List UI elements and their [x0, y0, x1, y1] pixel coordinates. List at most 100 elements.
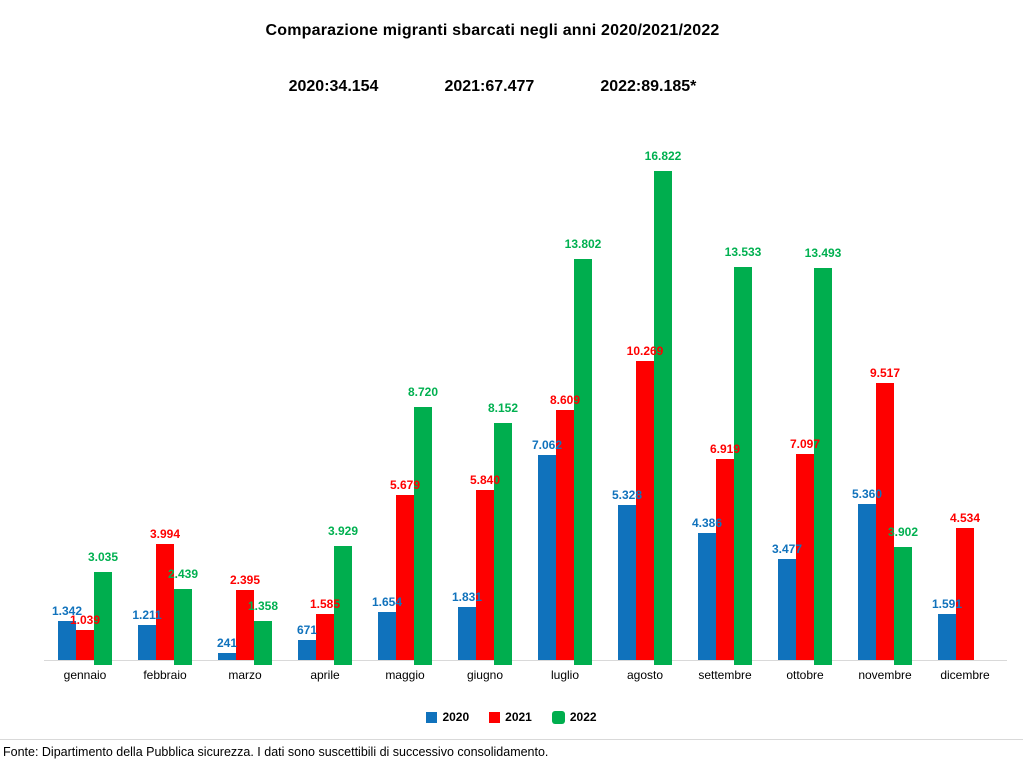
bar-value-label: 16.822	[644, 149, 682, 163]
bar-col-2020: 3.477	[772, 542, 802, 660]
bar-value-label: 241	[216, 636, 238, 650]
bar-col-2020: 1.591	[932, 597, 962, 660]
bar-2020-dicembre	[938, 614, 956, 660]
bar-col-2020: 671	[296, 623, 318, 660]
bar-value-label: 3.477	[771, 542, 803, 556]
bar-col-2021: 6.919	[710, 442, 740, 660]
bar-col-2020: 5.328	[612, 488, 642, 660]
bar-value-label: 5.679	[389, 478, 421, 492]
bar-col-2022: 2.439	[168, 567, 198, 665]
bar-2021-settembre	[716, 459, 734, 660]
bar-value-label: 5.840	[469, 473, 501, 487]
bar-value-label: 8.609	[549, 393, 581, 407]
legend-item-2022: 2022	[551, 710, 597, 724]
bar-col-2022: 8.152	[488, 401, 518, 665]
bar-2021-febbraio	[156, 544, 174, 660]
bar-col-2021: 9.517	[870, 366, 900, 660]
bar-2021-aprile	[316, 614, 334, 660]
bar-2021-gennaio	[76, 630, 94, 660]
legend-swatch-icon	[489, 711, 501, 723]
bar-col-2021: 8.609	[550, 393, 580, 660]
bar-2021-giugno	[476, 490, 494, 660]
bar-value-label: 2.395	[229, 573, 261, 587]
x-axis-label-maggio: maggio	[385, 668, 425, 682]
x-axis-labels: gennaio febbraio marzo aprile maggio giugno lu…	[45, 668, 1005, 682]
bar-col-2021: 1.585	[310, 597, 340, 660]
bar-2020-maggio	[378, 612, 396, 660]
bar-value-label: 2.439	[167, 567, 199, 581]
bar-2022-gennaio	[94, 572, 112, 665]
bar-col-2022: 3.035	[88, 550, 118, 665]
bar-2021-luglio	[556, 410, 574, 660]
bar-2022-novembre	[894, 547, 912, 665]
x-axis-label-ottobre: ottobre	[786, 668, 824, 682]
bar-value-label: 1.585	[309, 597, 341, 611]
bar-col-2021: 10.269	[627, 344, 663, 660]
x-axis-label-novembre: novembre	[858, 668, 912, 682]
bar-col-2022: 3.902	[888, 525, 918, 665]
bar-2020-febbraio	[138, 625, 156, 660]
bar-col-2021: 5.679	[390, 478, 420, 660]
bar-2022-marzo	[254, 621, 272, 665]
source-note: Fonte: Dipartimento della Pubblica sicur…	[3, 745, 549, 759]
bar-group-dicembre: 1.591 4.534	[925, 150, 1005, 660]
bar-value-label: 1.342	[51, 604, 83, 618]
legend-item-2020: 2020	[426, 710, 469, 724]
total-2022: 2022:89.185*	[600, 78, 697, 95]
x-axis-label-marzo: marzo	[228, 668, 262, 682]
bar-group-ottobre: 3.477 7.097 13.493	[765, 150, 845, 665]
bar-value-label: 6.919	[709, 442, 741, 456]
total-2021: 2021:67.477	[444, 78, 535, 95]
bar-value-label: 1.831	[451, 590, 483, 604]
bar-2021-novembre	[876, 383, 894, 660]
bar-col-2020: 4.386	[692, 516, 722, 660]
bar-2020-giugno	[458, 607, 476, 660]
legend-label: 2022	[569, 710, 597, 724]
bar-col-2020: 1.654	[372, 595, 402, 660]
total-2020: 2020:34.154	[288, 78, 379, 95]
bar-group-gennaio: 1.342 1.039 3.035	[45, 150, 125, 665]
x-axis-line	[44, 660, 1007, 661]
bar-col-2022: 13.533	[725, 245, 761, 665]
bar-col-2022: 1.358	[248, 599, 278, 665]
bar-col-2022: 8.720	[408, 385, 438, 665]
bar-2021-dicembre	[956, 528, 974, 660]
bar-col-2020: 241	[216, 636, 238, 660]
bar-2020-ottobre	[778, 559, 796, 660]
bar-group-febbraio: 1.211 3.994 2.439	[125, 150, 205, 665]
bar-2020-agosto	[618, 505, 636, 660]
x-axis-label-gennaio: gennaio	[63, 668, 107, 682]
bar-group-luglio: 7.062 8.609 13.802	[525, 150, 605, 665]
bar-value-label: 5.328	[611, 488, 643, 502]
bar-group-marzo: 241 2.395 1.358	[205, 150, 285, 665]
x-axis-label-giugno: giugno	[466, 668, 504, 682]
bar-col-2021: 4.534	[950, 511, 980, 660]
bar-2020-aprile	[298, 640, 316, 660]
footer-divider	[0, 739, 1023, 740]
bar-2020-gennaio	[58, 621, 76, 660]
bar-group-aprile: 671 1.585 3.929	[285, 150, 365, 665]
bar-col-2021: 1.039	[70, 613, 100, 660]
bar-2022-giugno	[494, 423, 512, 665]
bar-value-label: 1.358	[247, 599, 279, 613]
bar-group-giugno: 1.831 5.840 8.152	[445, 150, 525, 665]
bar-col-2022: 13.493	[805, 246, 841, 665]
bar-2020-marzo	[218, 653, 236, 660]
x-axis-label-aprile: aprile	[310, 668, 340, 682]
bar-2022-ottobre	[814, 268, 832, 665]
bar-value-label: 4.534	[949, 511, 981, 525]
bar-2022-febbraio	[174, 589, 192, 665]
bar-2021-agosto	[636, 361, 654, 660]
bar-value-label: 8.720	[407, 385, 439, 399]
x-axis-label-luglio: luglio	[550, 668, 580, 682]
bar-group-novembre: 5.360 9.517 3.902	[845, 150, 925, 665]
bar-value-label: 13.533	[724, 245, 762, 259]
bar-2020-novembre	[858, 504, 876, 660]
bar-value-label: 671	[296, 623, 318, 637]
legend-label: 2021	[505, 710, 532, 724]
bar-value-label: 3.994	[149, 527, 181, 541]
bar-2021-ottobre	[796, 454, 814, 660]
bar-group-maggio: 1.654 5.679 8.720	[365, 150, 445, 665]
